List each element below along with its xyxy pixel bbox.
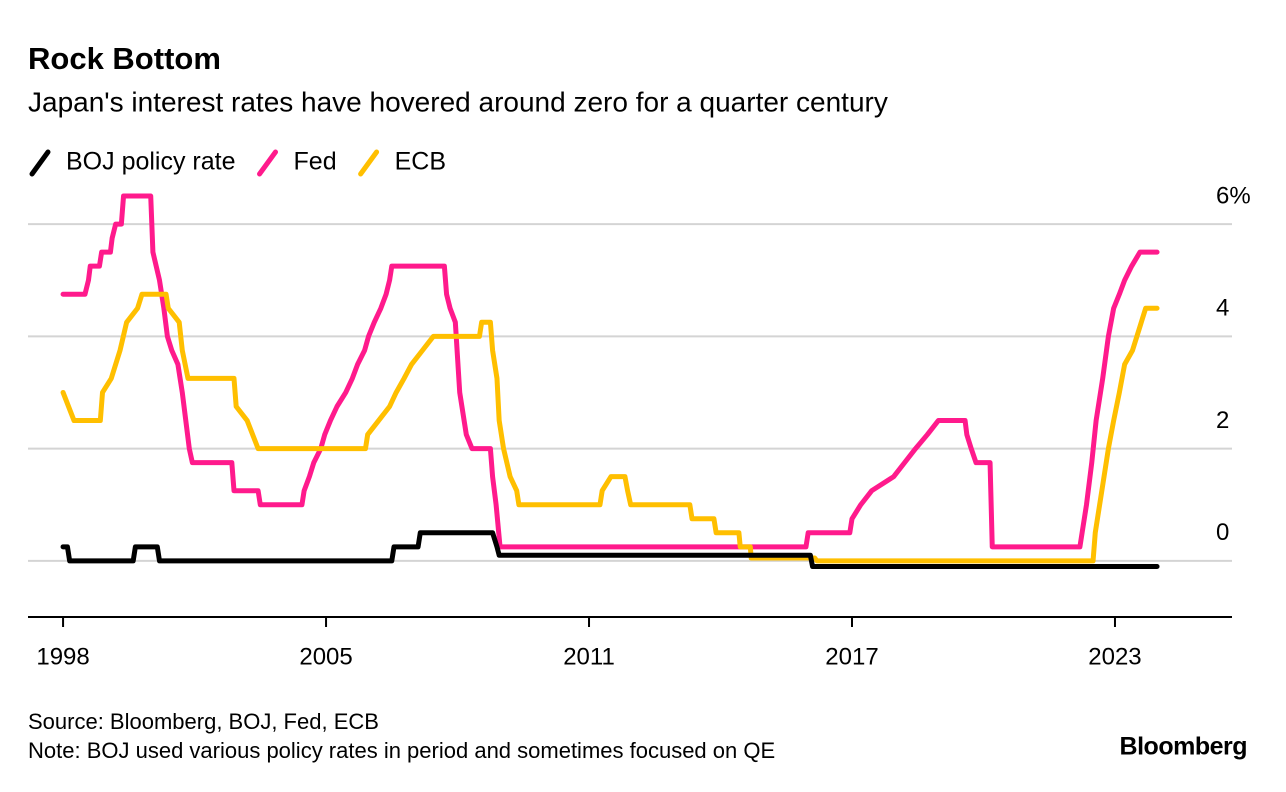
footnote: Note: BOJ used various policy rates in p… bbox=[28, 738, 775, 763]
legend-swatch bbox=[257, 149, 279, 177]
legend-label: Fed bbox=[294, 148, 337, 176]
series-line bbox=[60, 530, 1160, 569]
chart-subtitle: Japan's interest rates have hovered arou… bbox=[28, 86, 888, 117]
y-tick-label: 0 bbox=[1216, 519, 1229, 546]
x-tick-label: 2017 bbox=[825, 643, 878, 670]
x-tick-label: 2005 bbox=[299, 643, 352, 670]
logo: Bloomberg bbox=[1120, 733, 1247, 761]
legend-swatch bbox=[358, 149, 380, 177]
chart-title: Rock Bottom bbox=[28, 41, 221, 76]
legend-label: ECB bbox=[395, 148, 446, 176]
source-note: Source: Bloomberg, BOJ, Fed, ECB bbox=[28, 709, 379, 734]
y-tick-label: 4 bbox=[1216, 295, 1229, 322]
legend-label: BOJ policy rate bbox=[66, 148, 236, 176]
y-tick-label: 6% bbox=[1216, 182, 1251, 209]
x-tick-label: 2011 bbox=[563, 643, 615, 670]
series-line bbox=[60, 291, 1160, 564]
series-line bbox=[60, 193, 1160, 550]
x-tick-label: 1998 bbox=[36, 643, 89, 670]
y-tick-label: 2 bbox=[1216, 407, 1229, 434]
legend-swatch bbox=[29, 149, 51, 177]
x-tick-label: 2023 bbox=[1088, 643, 1141, 670]
